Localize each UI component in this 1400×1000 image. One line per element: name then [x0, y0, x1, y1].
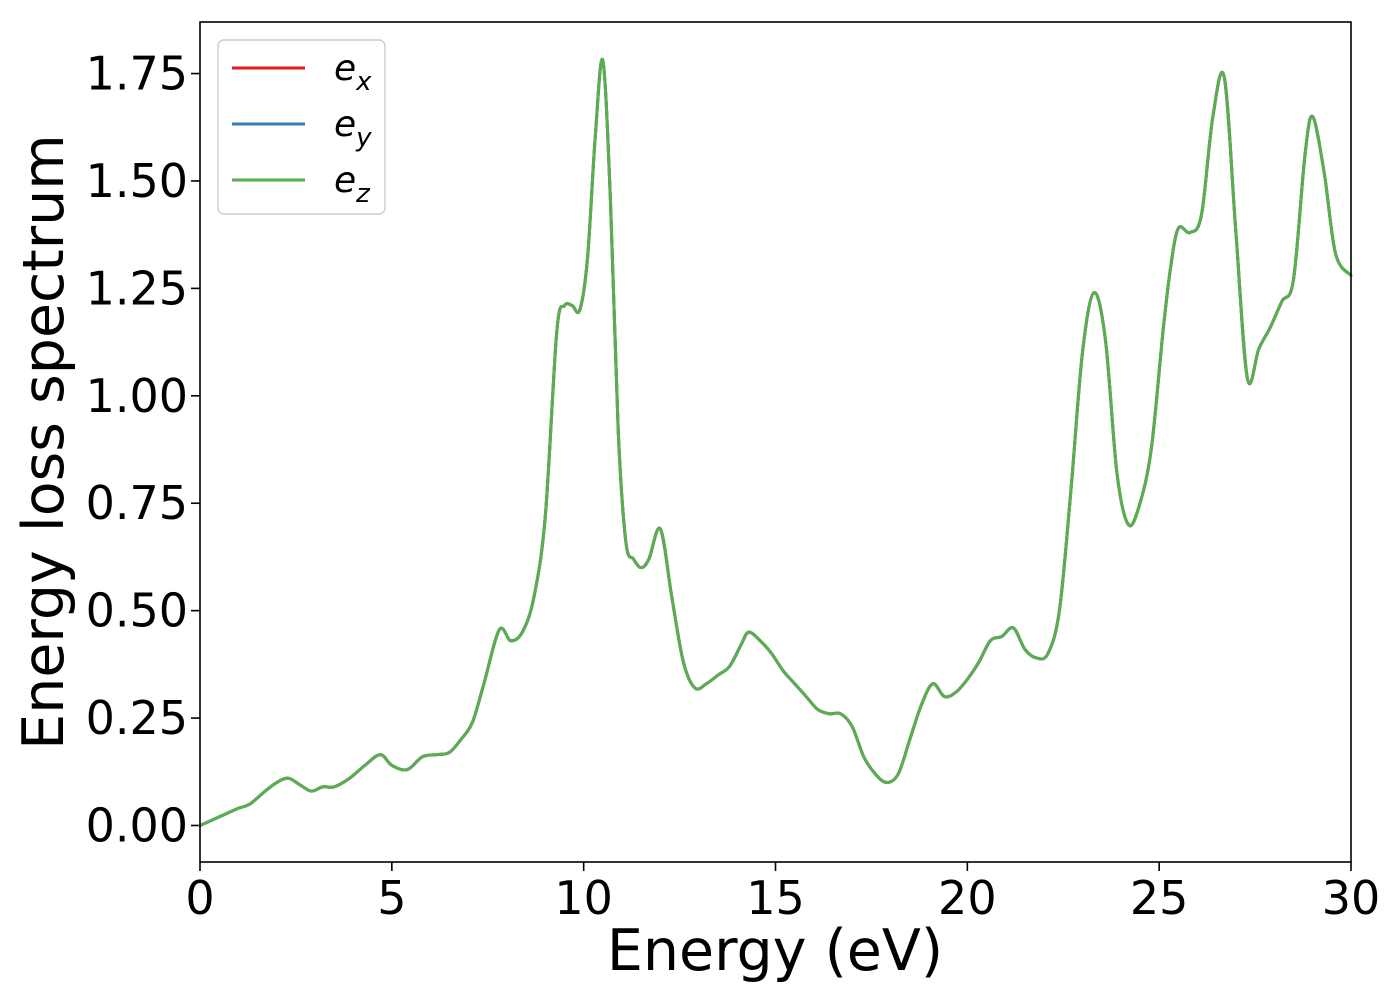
legend-label-subscript: y	[355, 123, 372, 153]
x-tick-label: 20	[938, 871, 997, 925]
y-tick-label: 1.25	[86, 261, 188, 315]
plot-area-frame	[199, 21, 1352, 863]
y-axis-ticks: 0.00 0.25 0.50 0.75 1.00 1.25 1.50 1.75	[86, 47, 200, 852]
y-axis-title: Energy loss spectrum	[11, 134, 77, 750]
legend-label-subscript: x	[355, 67, 372, 97]
x-axis-ticks: 0 5 10 15 20 25 30	[185, 862, 1380, 925]
x-tick-label: 15	[746, 871, 805, 925]
x-tick-label: 0	[185, 871, 214, 925]
y-tick-label: 1.50	[86, 154, 188, 208]
y-tick-label: 0.00	[86, 798, 188, 852]
legend-label: ez	[334, 160, 371, 209]
legend-label: ex	[334, 48, 372, 97]
series-lines	[198, 57, 1353, 827]
legend-label-base: e	[334, 160, 356, 201]
y-tick-label: 0.75	[86, 476, 188, 530]
x-axis-title: Energy (eV)	[607, 918, 943, 984]
y-tick-label: 0.50	[86, 584, 188, 638]
y-tick-label: 1.00	[86, 369, 188, 423]
legend-label: ey	[334, 104, 372, 153]
y-tick-label: 0.25	[86, 691, 188, 745]
series-line-e-z	[198, 57, 1353, 827]
legend-box	[217, 39, 386, 215]
y-tick-label: 1.75	[86, 47, 188, 101]
x-tick-label: 10	[554, 871, 613, 925]
x-tick-label: 5	[377, 871, 406, 925]
legend-label-base: e	[334, 48, 356, 89]
legend-label-base: e	[334, 104, 356, 145]
x-tick-label: 25	[1130, 871, 1189, 925]
x-tick-label: 30	[1322, 871, 1381, 925]
legend-label-subscript: z	[355, 179, 371, 209]
